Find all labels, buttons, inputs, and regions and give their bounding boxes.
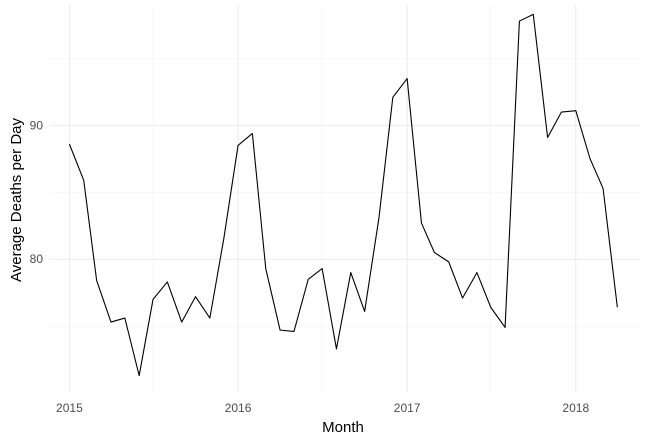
x-tick-label: 2017 xyxy=(394,401,421,415)
x-tick-label: 2016 xyxy=(225,401,252,415)
series-layer xyxy=(68,13,618,377)
series-line xyxy=(68,13,618,377)
x-axis-title: Month xyxy=(322,419,364,436)
x-tick-label: 2018 xyxy=(562,401,589,415)
x-axis-ticks: 2015 2016 2017 2018 xyxy=(56,401,589,415)
y-tick-label: 80 xyxy=(30,252,44,266)
minor-gridlines xyxy=(50,5,640,393)
major-gridlines xyxy=(50,5,640,393)
y-tick-label: 90 xyxy=(30,118,44,132)
x-tick-label: 2015 xyxy=(56,401,83,415)
y-axis-ticks: 80 90 xyxy=(30,118,44,266)
y-axis-title: Average Deaths per Day xyxy=(8,118,25,282)
